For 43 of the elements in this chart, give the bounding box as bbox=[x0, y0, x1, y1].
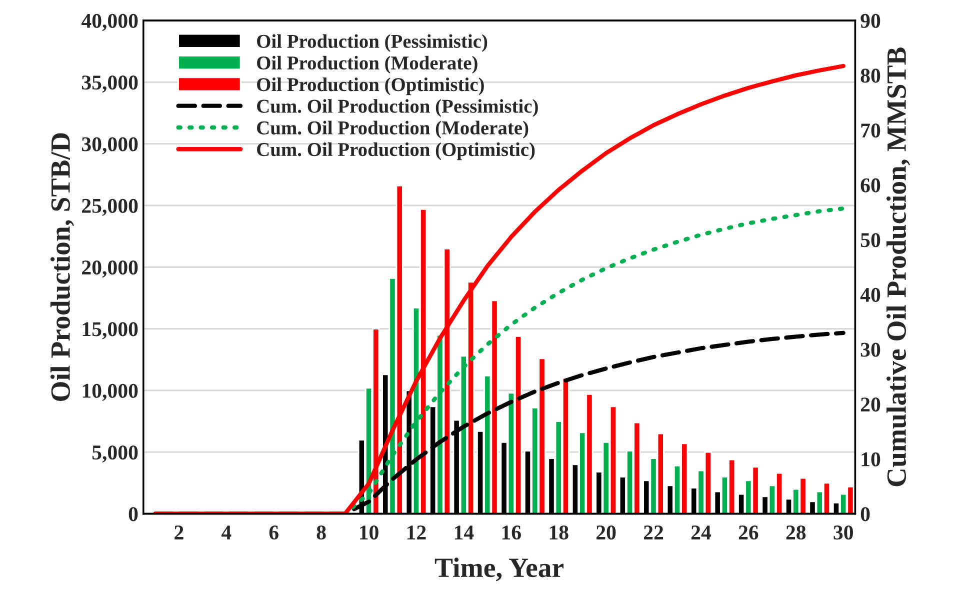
legend-label: Cum. Oil Production (Optimistic) bbox=[257, 142, 535, 160]
y-tick-label: 20,000 bbox=[82, 260, 138, 278]
x-tick-label: 22 bbox=[644, 526, 664, 540]
y2-tick-label: 20 bbox=[860, 398, 880, 412]
legend-label: Oil Production (Moderate) bbox=[257, 56, 478, 74]
y2-tick-label: 40 bbox=[860, 288, 880, 302]
x-tick-label: 16 bbox=[502, 526, 521, 540]
y2-tick-label: 0 bbox=[860, 507, 870, 522]
y2-tick-label: 10 bbox=[862, 452, 880, 466]
legend-label: Oil Production (Pessimistic) bbox=[257, 34, 488, 52]
legend-label: Cum. Oil Production (Pessimistic) bbox=[257, 99, 538, 117]
y-tick-label: 40,000 bbox=[81, 14, 138, 31]
x-tick-label: 14 bbox=[454, 526, 474, 540]
y-tick-label: 5,000 bbox=[92, 445, 138, 463]
y2-tick-label: 60 bbox=[860, 178, 880, 192]
x-tick-label: 10 bbox=[360, 525, 378, 540]
x-tick-label: 26 bbox=[738, 526, 758, 540]
x-tick-label: 18 bbox=[550, 525, 568, 540]
legend-label: Oil Production (Optimistic) bbox=[257, 78, 484, 96]
y-tick-label: 0 bbox=[128, 507, 138, 522]
x-tick-label: 8 bbox=[316, 525, 326, 540]
x-axis-title: Time, Year bbox=[434, 558, 564, 582]
y-tick-label: 25,000 bbox=[82, 198, 138, 216]
x-tick-label: 4 bbox=[221, 526, 232, 540]
x-tick-label: 28 bbox=[786, 525, 806, 540]
x-tick-label: 20 bbox=[596, 525, 616, 540]
y2-tick-label: 80 bbox=[860, 68, 880, 83]
y2-tick-label: 30 bbox=[860, 342, 880, 357]
y2-axis-title: Cumulative Oil Production, MMSTB bbox=[886, 47, 910, 486]
x-tick-label: 2 bbox=[174, 526, 184, 540]
x-tick-label: 12 bbox=[407, 526, 426, 540]
y-tick-label: 15,000 bbox=[82, 322, 138, 340]
y-axis-title: Oil Production, STB/D bbox=[50, 133, 74, 401]
y2-tick-label: 70 bbox=[861, 123, 880, 138]
x-tick-label: 30 bbox=[834, 525, 853, 540]
y2-tick-label: 90 bbox=[860, 14, 880, 28]
y-tick-label: 35,000 bbox=[82, 76, 138, 93]
legend-label: Cum. Oil Production (Moderate) bbox=[257, 120, 528, 138]
x-tick-label: 6 bbox=[269, 526, 278, 540]
x-tick-label: 24 bbox=[691, 526, 712, 540]
y-tick-label: 30,000 bbox=[82, 137, 138, 154]
y2-tick-label: 50 bbox=[860, 233, 880, 248]
y-tick-label: 10,000 bbox=[82, 384, 138, 401]
